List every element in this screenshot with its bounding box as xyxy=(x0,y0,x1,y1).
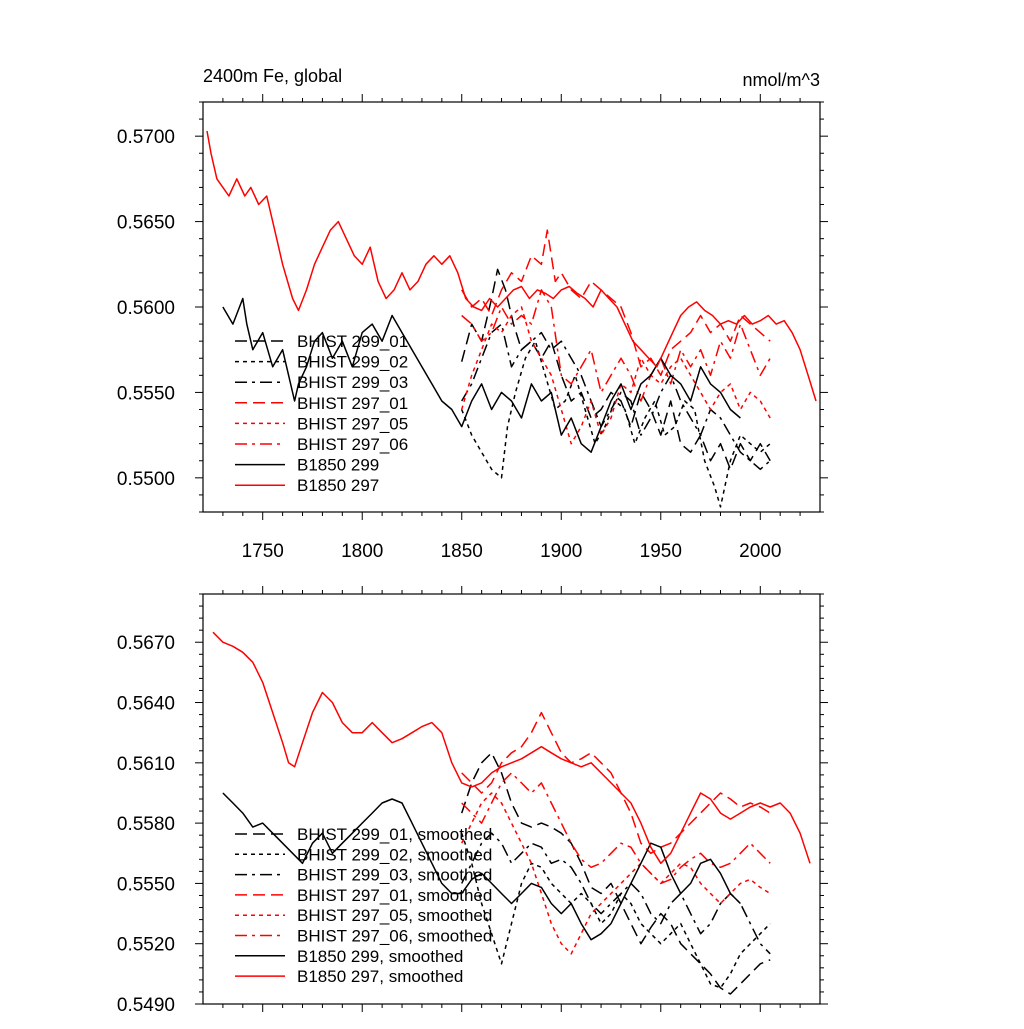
bottom-panel-series-group xyxy=(212,631,811,995)
legend-label-2: BHIST 299_03 xyxy=(297,373,408,392)
y-tick-label: 0.5640 xyxy=(117,694,175,715)
series-line-7 xyxy=(212,631,811,865)
legend-label-3: BHIST 297_01 xyxy=(297,394,408,413)
top-panel-axes: 1750 1800 1850 1900 1950 2000 0.5500 0.5550 0.56… xyxy=(117,94,828,562)
y-tick-label: 0.5670 xyxy=(117,633,175,654)
top-panel-frame xyxy=(202,101,821,513)
legend-label-6: B1850 299, smoothed xyxy=(297,947,463,966)
x-tick-label: 2000 xyxy=(739,541,781,562)
y-tick-label: 0.5610 xyxy=(117,754,175,775)
legend-label-1: BHIST 299_02, smoothed xyxy=(297,845,492,864)
x-tick-label: 1950 xyxy=(640,541,682,562)
y-tick-label: 0.5600 xyxy=(117,298,175,319)
y-tick-label: 0.5500 xyxy=(117,469,175,490)
legend-label-6: B1850 299 xyxy=(297,456,379,475)
legend-label-3: BHIST 297_01, smoothed xyxy=(297,886,492,905)
series-line-4 xyxy=(460,306,771,445)
series-line-4 xyxy=(461,792,771,955)
series-line-7 xyxy=(206,130,817,402)
series-line-5 xyxy=(461,289,771,402)
x-tick-label: 1750 xyxy=(242,541,284,562)
series-line-1 xyxy=(460,832,771,989)
series-line-5 xyxy=(461,772,771,885)
legend-label-4: BHIST 297_05, smoothed xyxy=(297,906,492,925)
y-tick-label: 0.5650 xyxy=(117,213,175,234)
top-panel-series-group xyxy=(206,130,817,508)
y-tick-label: 0.5550 xyxy=(117,874,175,895)
legend-label-5: BHIST 297_06 xyxy=(297,435,408,454)
series-line-0 xyxy=(460,752,771,995)
y-tick-label: 0.5700 xyxy=(117,127,175,148)
legend-label-7: B1850 297, smoothed xyxy=(297,967,463,986)
x-tick-label: 1800 xyxy=(341,541,383,562)
series-line-3 xyxy=(461,229,771,377)
x-tick-label: 1900 xyxy=(540,541,582,562)
bottom-panel: 0.5490 0.5520 0.5550 0.5580 0.5610 0.5640 0.56… xyxy=(117,586,828,1016)
top-panel-title: 2400m Fe, global xyxy=(203,66,342,86)
x-tick-label: 1850 xyxy=(441,541,483,562)
series-line-6 xyxy=(222,297,741,453)
legend-label-1: BHIST 299_02 xyxy=(297,353,408,372)
legend-label-2: BHIST 299_03, smoothed xyxy=(297,866,492,885)
bottom-panel-axes: 0.5490 0.5520 0.5550 0.5580 0.5610 0.5640 0.56… xyxy=(117,586,828,1016)
legend-label-5: BHIST 297_06, smoothed xyxy=(297,927,492,946)
series-line-2 xyxy=(461,323,771,471)
series-line-0 xyxy=(460,268,771,471)
top-panel: 2400m Fe, global nmol/m^3 1750 1800 1850 19… xyxy=(117,66,828,562)
series-line-2 xyxy=(461,832,771,955)
bottom-panel-frame xyxy=(202,593,821,1005)
legend-label-0: BHIST 299_01 xyxy=(297,332,408,351)
legend-label-7: B1850 297 xyxy=(297,476,379,495)
series-line-6 xyxy=(222,792,741,941)
y-tick-label: 0.5520 xyxy=(117,935,175,956)
legend-label-4: BHIST 297_05 xyxy=(297,414,408,433)
legend-label-0: BHIST 299_01, smoothed xyxy=(297,825,492,844)
top-panel-units: nmol/m^3 xyxy=(743,70,820,90)
y-tick-label: 0.5550 xyxy=(117,383,175,404)
y-tick-label: 0.5580 xyxy=(117,814,175,835)
series-line-1 xyxy=(461,340,771,508)
y-tick-label: 0.5490 xyxy=(117,995,175,1016)
series-line-3 xyxy=(461,711,771,855)
